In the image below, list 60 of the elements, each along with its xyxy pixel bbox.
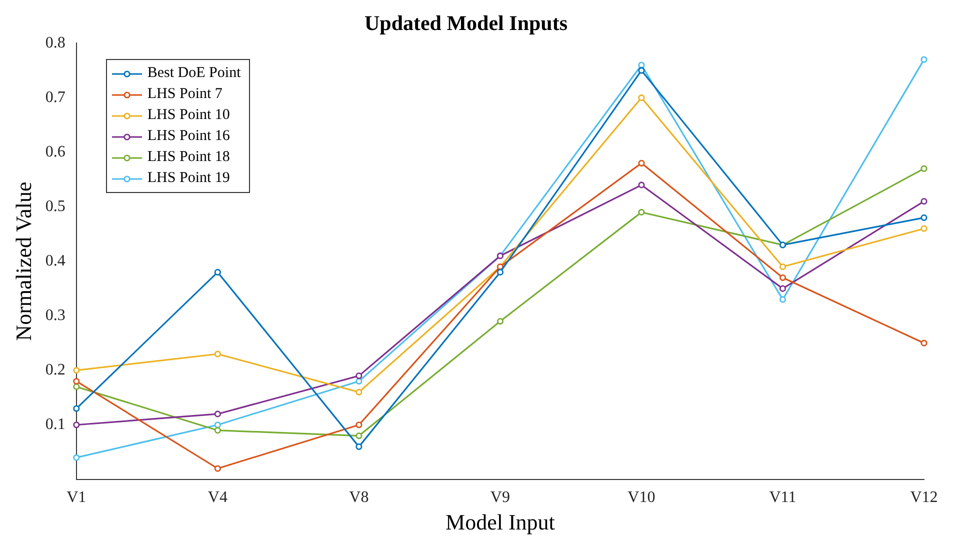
legend-label: LHS Point 10 (147, 107, 230, 124)
point (779, 263, 786, 270)
x-axis-title: Model Input (446, 510, 555, 535)
point (73, 367, 80, 374)
point (920, 198, 928, 205)
point (214, 422, 221, 428)
point (73, 405, 80, 412)
point (920, 165, 928, 172)
y-tick-label: 0.1 (45, 416, 66, 434)
point (356, 432, 362, 440)
x-tick-label: V1 (66, 489, 86, 506)
y-tick-label: 0.7 (45, 88, 66, 106)
point (73, 454, 80, 461)
point (638, 94, 645, 102)
point (356, 372, 362, 380)
point (920, 214, 928, 221)
x-tick-label: V11 (769, 489, 796, 506)
point (779, 274, 786, 281)
point (638, 62, 645, 68)
point (779, 296, 786, 303)
y-tick-label: 0.5 (45, 198, 66, 215)
x-tick-label: V9 (490, 489, 510, 506)
point (73, 378, 80, 385)
point (214, 427, 221, 434)
legend-label: Best DoE Point (147, 65, 241, 82)
point (73, 422, 80, 428)
point (356, 388, 362, 396)
point (356, 378, 362, 385)
point (638, 67, 645, 74)
point (638, 160, 645, 166)
point (638, 182, 645, 188)
point (920, 340, 928, 346)
point (214, 268, 221, 276)
point (214, 350, 221, 358)
point (73, 383, 80, 390)
point (496, 268, 504, 276)
point (638, 208, 645, 216)
point (356, 422, 362, 428)
point (214, 410, 221, 418)
y-tick-label: 0.3 (45, 307, 66, 324)
x-tick-label: V8 (349, 489, 369, 506)
point (920, 56, 928, 63)
legend-label: LHS Point 19 (147, 170, 230, 188)
x-tick-label: V10 (628, 489, 656, 506)
chart-title: Updated Model Inputs (364, 11, 568, 36)
legend-label: LHS Point 18 (147, 149, 230, 166)
y-tick-label: 0.4 (45, 252, 66, 270)
point (779, 285, 786, 292)
point (356, 443, 362, 450)
legend-label: LHS Point 7 (147, 86, 222, 104)
y-tick-label: 0.2 (45, 362, 66, 379)
x-tick-label: V4 (208, 489, 228, 506)
legend-label: LHS Point 16 (147, 128, 230, 146)
x-tick-label: V12 (910, 489, 938, 506)
y-axis-title: Normalized Value (10, 182, 36, 341)
point (496, 318, 504, 325)
y-tick-label: 0.8 (45, 34, 66, 52)
point (214, 465, 221, 472)
point (920, 225, 928, 232)
y-tick-label: 0.6 (45, 143, 66, 160)
